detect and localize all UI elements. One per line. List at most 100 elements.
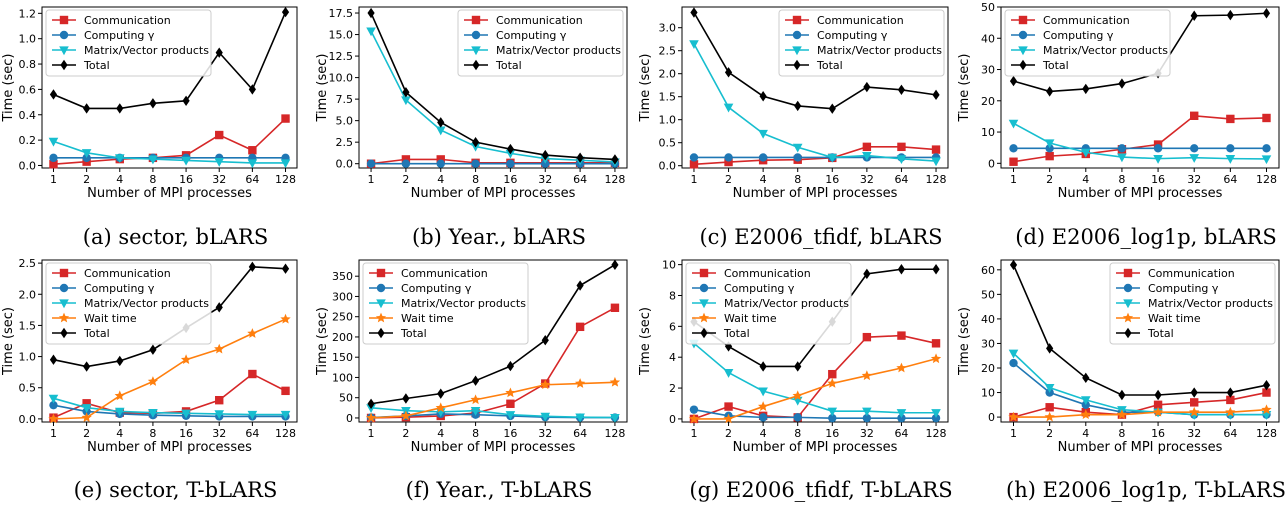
- data-point-matrix: [862, 407, 872, 417]
- data-point-matrix: [181, 409, 191, 419]
- y-tick-label: 2.0: [19, 288, 37, 301]
- data-point-matrix: [435, 126, 446, 136]
- legend-marker-total: [793, 59, 801, 71]
- data-point-matrix: [1189, 411, 1200, 420]
- x-tick-label: 1: [1010, 427, 1017, 440]
- legend-marker-total: [1019, 59, 1027, 71]
- data-point-communication: [724, 157, 733, 167]
- data-point-matrix: [148, 155, 158, 165]
- data-point-total: [1190, 387, 1198, 398]
- x-tick-label: 1: [690, 427, 697, 440]
- legend-label: Total: [83, 327, 110, 340]
- data-point-computing: [49, 400, 58, 410]
- data-point-wait: [247, 328, 258, 338]
- x-tick-label: 2: [83, 173, 90, 186]
- data-point-matrix: [689, 40, 699, 49]
- legend: Communication Computing γ Matrix/Vector pr…: [362, 262, 529, 345]
- series-line-total: [1012, 264, 1267, 396]
- data-point-matrix: [48, 394, 59, 404]
- data-point-total: [1262, 379, 1271, 391]
- x-tick-label: 32: [538, 427, 552, 440]
- series-line-total: [53, 11, 287, 110]
- data-point-total: [471, 375, 480, 386]
- legend-marker-computing: [376, 283, 386, 293]
- data-point-computing: [828, 413, 837, 423]
- data-point-matrix: [931, 409, 941, 418]
- data-point-communication: [610, 303, 620, 312]
- legend-label: Computing γ: [1043, 29, 1114, 42]
- y-axis-label: Time (sec): [315, 53, 330, 122]
- data-point-communication: [215, 130, 224, 140]
- x-tick-label: 1: [368, 173, 375, 186]
- data-point-wait: [1152, 406, 1164, 417]
- data-point-wait: [505, 387, 516, 398]
- data-point-total: [541, 149, 549, 161]
- y-tick-label: 30: [981, 64, 995, 77]
- data-point-wait: [81, 412, 92, 423]
- x-tick-label: 64: [894, 427, 908, 440]
- series-line-total: [370, 264, 616, 405]
- legend-label: Matrix/Vector products: [401, 297, 526, 310]
- legend-label: Computing γ: [817, 29, 888, 42]
- legend-label: Communication: [84, 267, 171, 280]
- x-tick-label: 64: [1223, 427, 1237, 440]
- x-tick-label: 4: [116, 427, 123, 440]
- data-point-total: [1226, 9, 1234, 21]
- data-point-wait: [470, 394, 481, 405]
- x-tick-label: 128: [1256, 427, 1277, 440]
- series-line-matrix: [53, 397, 286, 416]
- data-point-computing: [931, 413, 941, 423]
- y-tick-label: 100: [332, 371, 353, 384]
- data-point-wait: [757, 401, 769, 411]
- data-point-total: [897, 84, 906, 95]
- data-point-computing: [471, 159, 480, 168]
- data-point-total: [437, 388, 445, 399]
- data-point-computing: [49, 153, 58, 163]
- x-tick-label: 32: [538, 173, 552, 186]
- x-tick-label: 2: [725, 427, 732, 440]
- x-axis-label: Number of MPI processes: [87, 186, 252, 201]
- data-point-matrix: [214, 158, 225, 167]
- data-point-computing: [758, 153, 768, 162]
- legend-label: Computing γ: [84, 29, 155, 42]
- x-tick-label: 128: [926, 173, 947, 186]
- x-tick-label: 16: [825, 427, 839, 440]
- data-point-wait: [1008, 411, 1019, 422]
- subplot-c: 1 2 4 8 16 32 64 128 0.0 0.5 1.0 1.5 2.0 2.5 3.0 Number…: [638, 6, 949, 249]
- legend-box: [778, 9, 945, 77]
- legend-marker-communication: [792, 15, 802, 25]
- data-point-total: [1190, 10, 1198, 21]
- legend-box: [1004, 9, 1171, 77]
- legend-box: [685, 262, 852, 345]
- legend-marker-matrix: [1018, 46, 1028, 56]
- legend-marker-matrix: [1123, 299, 1133, 309]
- data-point-computing: [724, 153, 733, 162]
- data-point-matrix: [931, 157, 941, 167]
- data-point-matrix: [114, 154, 125, 164]
- data-point-matrix: [1153, 155, 1163, 164]
- legend: Communication Computing γ Matrix/Vector pr…: [45, 9, 212, 77]
- data-point-communication: [281, 386, 290, 396]
- data-point-total: [367, 7, 375, 19]
- data-point-computing: [689, 405, 699, 414]
- legend: Communication Computing γ Matrix/Vector pr…: [685, 262, 852, 345]
- x-axis-label: Number of MPI processes: [1058, 186, 1223, 201]
- data-point-communication: [724, 402, 733, 411]
- legend-label: Computing γ: [1148, 282, 1219, 295]
- series-line-communication: [370, 158, 615, 165]
- x-tick-label: 16: [179, 173, 193, 186]
- legend-label: Total: [400, 327, 427, 340]
- data-point-matrix: [1044, 139, 1055, 149]
- data-point-communication: [215, 395, 224, 405]
- x-tick-label: 64: [245, 427, 259, 440]
- legend-label: Total: [816, 59, 843, 72]
- data-point-computing: [758, 413, 768, 422]
- data-point-wait: [896, 362, 907, 373]
- y-axis-label: Time (sec): [957, 53, 972, 122]
- data-point-computing: [897, 413, 906, 423]
- data-point-computing: [1153, 144, 1163, 153]
- data-point-total: [116, 355, 124, 367]
- data-point-total: [149, 98, 157, 109]
- legend-label: Communication: [401, 267, 488, 280]
- data-point-matrix: [1261, 155, 1272, 165]
